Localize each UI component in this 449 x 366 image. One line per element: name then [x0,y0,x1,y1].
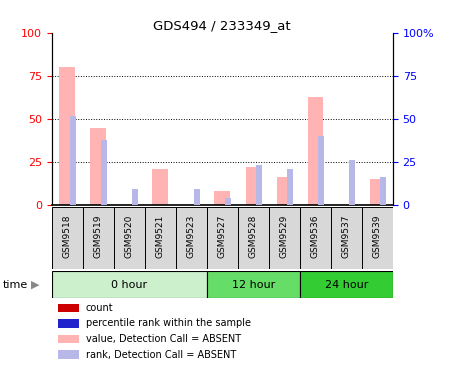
Bar [331,207,362,269]
Text: GSM9523: GSM9523 [187,215,196,258]
Text: GSM9529: GSM9529 [280,215,289,258]
Text: GSM9537: GSM9537 [342,215,351,258]
Bar [225,198,231,205]
Bar [52,207,83,269]
Bar [300,271,393,298]
Text: GSM9520: GSM9520 [125,215,134,258]
Text: GSM9528: GSM9528 [249,215,258,258]
Bar [207,271,300,298]
Bar [90,127,106,205]
Bar [145,207,176,269]
Text: count: count [86,303,114,313]
Bar [380,178,386,205]
Text: 24 hour: 24 hour [325,280,368,290]
Text: GSM9527: GSM9527 [218,215,227,258]
Text: value, Detection Call = ABSENT: value, Detection Call = ABSENT [86,334,241,344]
Bar [318,136,324,205]
Bar [215,191,230,205]
Text: GSM9521: GSM9521 [156,215,165,258]
Text: percentile rank within the sample: percentile rank within the sample [86,318,251,328]
Bar [58,319,79,328]
Bar [287,169,293,205]
Bar [59,67,75,205]
Bar [308,97,323,205]
Bar [207,207,238,269]
Bar [58,350,79,359]
Text: GSM9518: GSM9518 [63,215,72,258]
Text: GSM9519: GSM9519 [94,215,103,258]
Bar [194,190,200,205]
Bar [58,335,79,343]
Bar [132,190,137,205]
Text: rank, Detection Call = ABSENT: rank, Detection Call = ABSENT [86,350,236,359]
Bar [114,207,145,269]
Text: time: time [2,280,27,290]
Bar [238,207,269,269]
Bar [246,167,261,205]
Bar [83,207,114,269]
Bar [176,207,207,269]
Bar [349,160,355,205]
Bar [256,165,262,205]
Bar [153,169,168,205]
Text: GSM9539: GSM9539 [373,215,382,258]
Bar [300,207,331,269]
Bar [362,207,393,269]
Text: 0 hour: 0 hour [111,280,147,290]
Bar [370,179,385,205]
Title: GDS494 / 233349_at: GDS494 / 233349_at [154,19,291,32]
Text: ▶: ▶ [31,280,40,290]
Text: 12 hour: 12 hour [232,280,275,290]
Bar [52,271,207,298]
Bar [269,207,300,269]
Bar [58,303,79,312]
Text: GSM9536: GSM9536 [311,215,320,258]
Bar [101,139,106,205]
Bar [277,178,292,205]
Bar [70,116,75,205]
